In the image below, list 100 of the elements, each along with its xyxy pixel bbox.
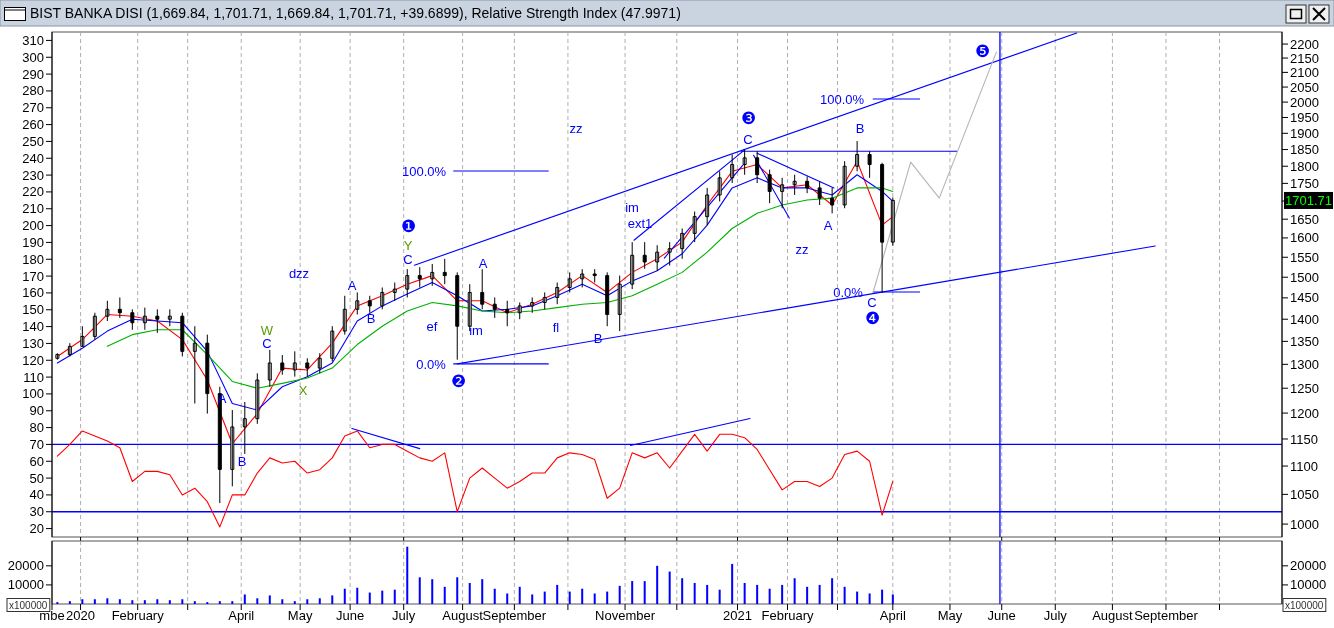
y2-tick-label: 1850 <box>1290 142 1319 158</box>
y-tick-label: 160 <box>22 285 44 301</box>
x-tick-label: February <box>111 608 165 623</box>
annotation: ext1 <box>627 215 653 231</box>
x-tick-label: August <box>442 608 484 623</box>
y-tick-label: 20 <box>29 521 44 537</box>
y-tick-label: 260 <box>22 117 44 133</box>
y2-tick-label: 1000 <box>1290 516 1319 532</box>
annotation: ❹ <box>864 308 880 328</box>
y-tick-label: 190 <box>22 234 44 250</box>
y-tick-label: 110 <box>23 369 44 385</box>
y2-tick-label: 1650 <box>1290 211 1319 227</box>
y-tick-label: 80 <box>29 420 44 436</box>
y-tick-label: 300 <box>22 49 44 65</box>
annotation: ❶ <box>400 216 416 236</box>
annotation: A <box>823 217 833 233</box>
y2-tick-label: 1150 <box>1290 431 1318 447</box>
annotation: B <box>366 310 376 326</box>
annotation: B <box>855 120 865 136</box>
y-tick-label: 70 <box>29 436 44 452</box>
x-tick-label: 2021 <box>723 608 752 623</box>
y2-tick-label: 1600 <box>1290 230 1319 246</box>
annotation: C <box>403 251 413 267</box>
y-tick-label: 290 <box>22 66 44 82</box>
text: x100000 <box>9 599 48 611</box>
y-tick-label: 150 <box>22 302 44 318</box>
y-tick-label: 310 <box>22 32 44 48</box>
y-tick-label: 100 <box>22 386 44 402</box>
y2-tick-label: 2200 <box>1290 36 1319 52</box>
annotation: C <box>743 131 753 147</box>
y-tick-label: 30 <box>29 504 44 520</box>
y2-tick-label: 2100 <box>1290 64 1319 80</box>
text: 1701.71 <box>1285 192 1332 208</box>
annotation: C <box>867 294 877 310</box>
y-tick-label: 220 <box>22 184 44 200</box>
annotation: A <box>347 277 357 293</box>
x-tick-label: June <box>336 608 365 623</box>
annotation: ef <box>426 318 438 334</box>
annotation: Y <box>403 237 413 253</box>
y2-tick-label: 1300 <box>1290 356 1319 372</box>
annotation: im <box>625 199 639 215</box>
annotation: zz <box>569 120 583 136</box>
x-tick-label: June <box>987 608 1016 623</box>
annotation: zz <box>795 241 809 257</box>
annotation: ❷ <box>450 371 466 391</box>
y2-tick-label: 1800 <box>1290 158 1319 174</box>
y2-tick-label: 1750 <box>1290 175 1319 191</box>
text: x100000 <box>1285 599 1324 611</box>
annotation: 0.0% <box>416 356 447 372</box>
y-tick-label: 90 <box>29 403 44 419</box>
x-tick-label: 2020 <box>66 608 96 623</box>
y2-tick-label: 1450 <box>1290 290 1319 306</box>
y2-tick-label: 20000 <box>1290 558 1327 574</box>
y-tick-label: 10000 <box>7 577 44 593</box>
y-tick-label: 230 <box>22 167 44 183</box>
y-tick-label: 280 <box>22 83 44 99</box>
y-tick-label: 20000 <box>7 558 44 574</box>
y-tick-label: 270 <box>22 100 44 116</box>
x-tick-label: mbe <box>39 608 65 623</box>
y-tick-label: 250 <box>22 133 44 149</box>
y2-tick-label: 1200 <box>1290 405 1319 421</box>
x-tick-label: August <box>1092 608 1134 623</box>
x-tick-label: July <box>1043 608 1068 623</box>
x-tick-label: May <box>287 608 313 623</box>
annotation: ❺ <box>974 41 990 61</box>
annotation: C <box>262 335 272 351</box>
y2-tick-label: 1950 <box>1290 110 1319 126</box>
y2-tick-label: 1100 <box>1290 458 1318 474</box>
y2-tick-label: 1500 <box>1290 269 1319 285</box>
y2-tick-label: 1050 <box>1290 486 1319 502</box>
y-tick-label: 40 <box>29 487 44 503</box>
x-tick-label: February <box>761 608 814 623</box>
x-tick-label: November <box>595 608 656 623</box>
x-tick-label: April <box>879 608 906 623</box>
y-tick-label: 130 <box>22 335 44 351</box>
annotation: 0.0% <box>833 284 864 300</box>
x-tick-label: September <box>482 608 547 623</box>
annotation: dzz <box>288 265 310 281</box>
y-tick-label: 170 <box>22 268 44 284</box>
annotation: ❸ <box>740 108 756 128</box>
y2-tick-label: 1900 <box>1290 125 1319 141</box>
annotation: fl <box>552 319 560 335</box>
x-tick-label: July <box>392 608 416 623</box>
y2-tick-label: 2050 <box>1290 79 1319 95</box>
annotation: W <box>260 322 274 338</box>
y-tick-label: 200 <box>22 218 44 234</box>
annotation: B <box>237 453 247 469</box>
x-tick-label: September <box>1134 608 1199 623</box>
y-tick-label: 240 <box>22 150 44 166</box>
y2-tick-label: 2150 <box>1290 50 1319 66</box>
annotation: 100.0% <box>819 91 865 107</box>
annotation: X <box>298 382 308 398</box>
y2-tick-label: 1250 <box>1290 380 1319 396</box>
y2-tick-label: 1400 <box>1290 311 1319 327</box>
y2-tick-label: 10000 <box>1290 577 1327 593</box>
annotation: 100.0% <box>401 163 447 179</box>
annotation: A <box>478 255 488 271</box>
y2-tick-label: 1550 <box>1290 249 1319 265</box>
y-tick-label: 60 <box>29 453 44 469</box>
y-tick-label: 50 <box>29 470 44 486</box>
